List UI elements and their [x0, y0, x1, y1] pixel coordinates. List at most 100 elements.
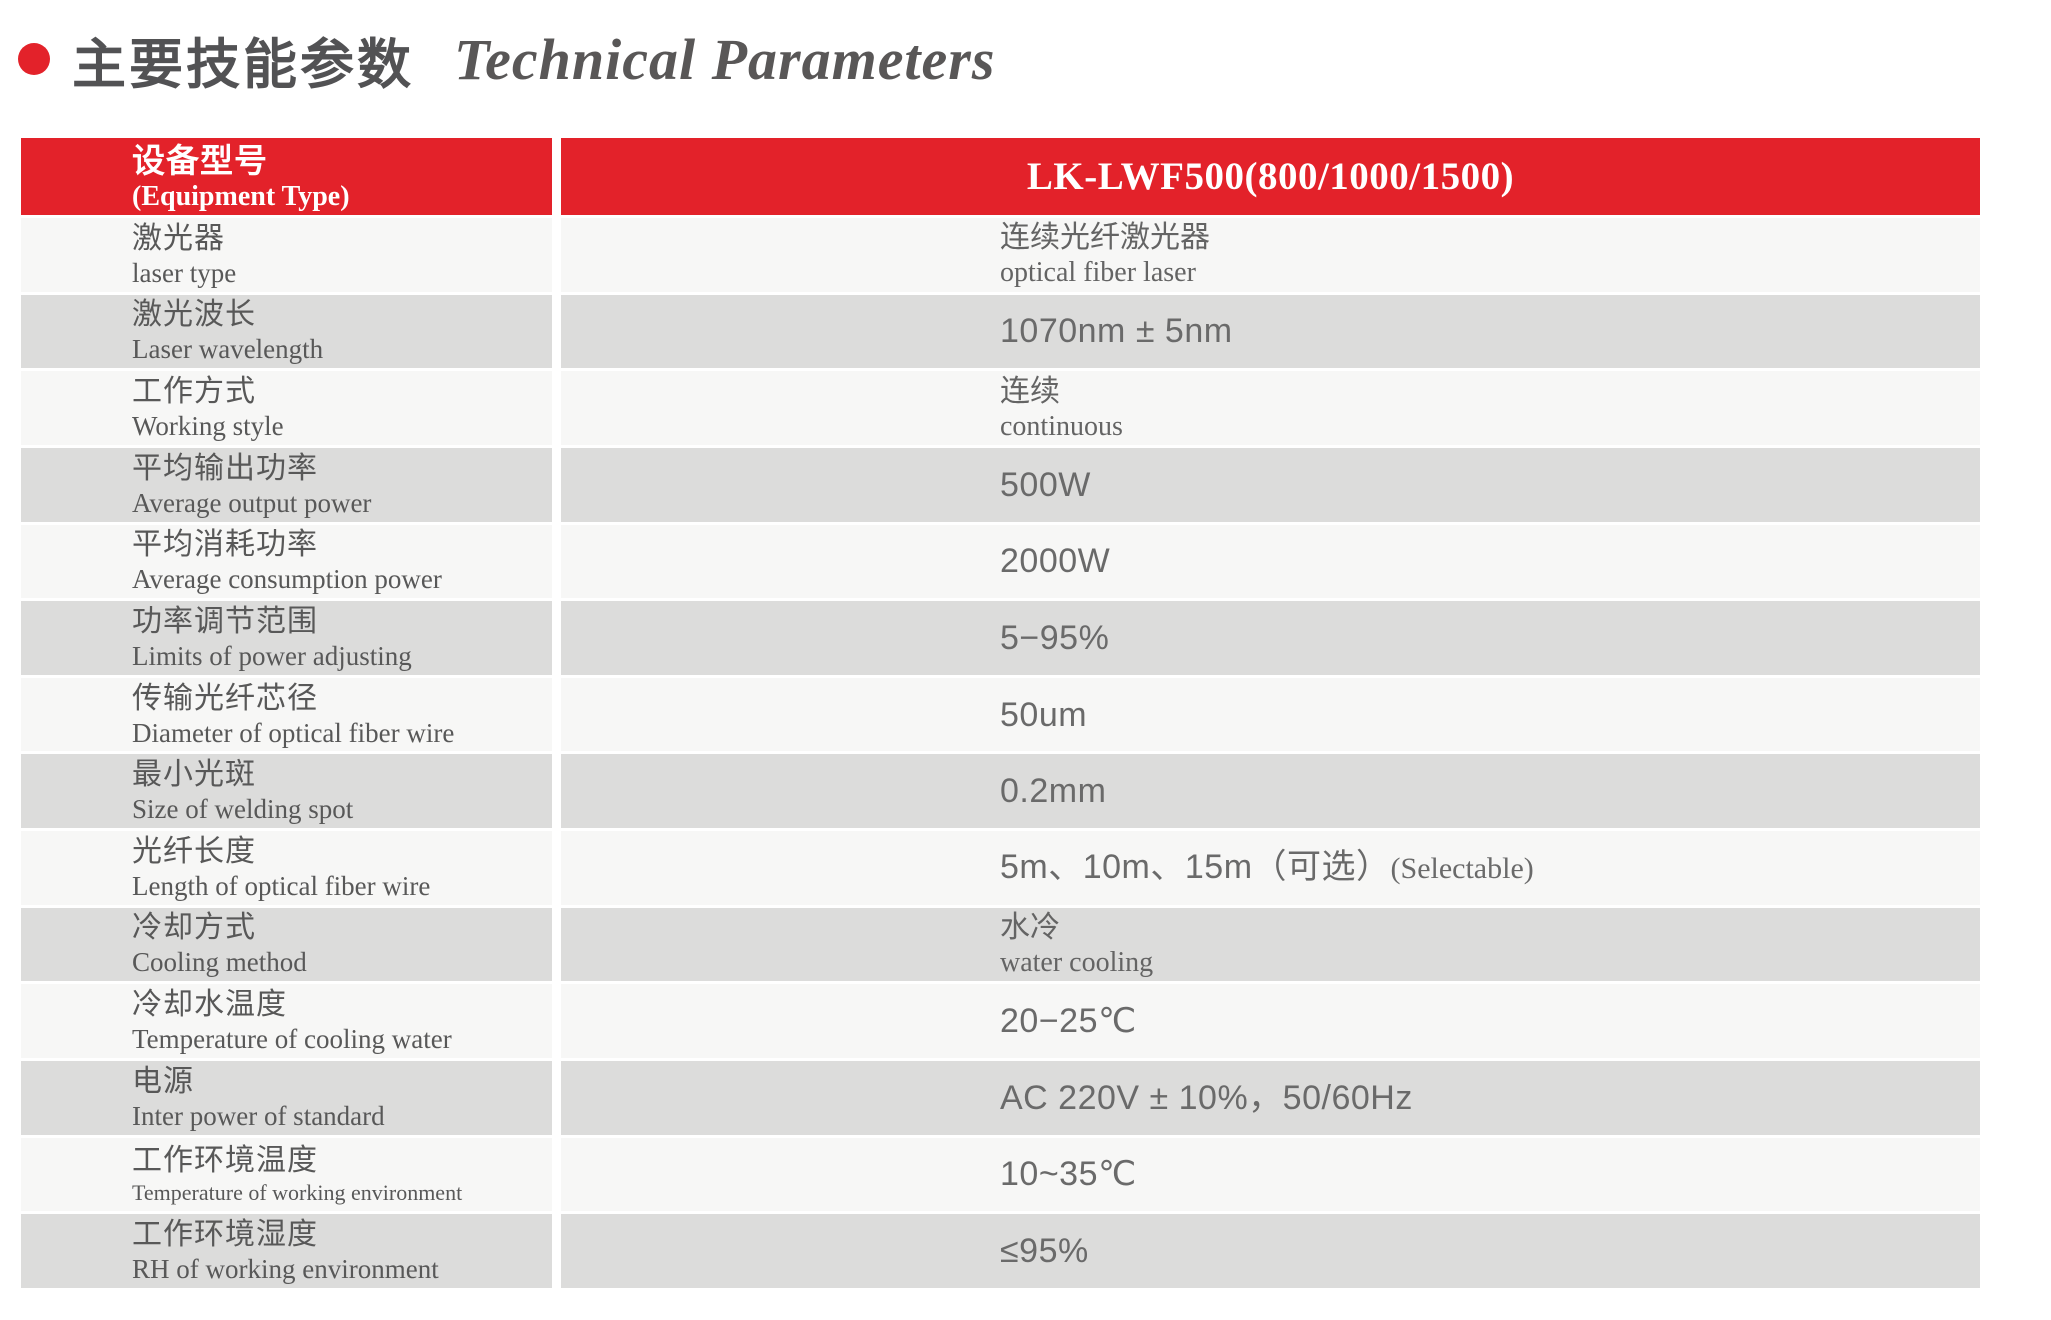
row-label-zh: 平均输出功率: [132, 451, 318, 485]
row-value: 10~35℃: [561, 1137, 1980, 1212]
row-value-text: 2000W: [1000, 542, 1111, 581]
row-value-suffix: (Selectable): [1390, 851, 1534, 885]
row-value: 5−95%: [561, 601, 1980, 675]
table-row: 最小光斑 Size of welding spot 0.2mm: [21, 751, 1980, 828]
row-value-text: 500W: [1000, 465, 1091, 504]
column-divider: [552, 1060, 561, 1135]
column-divider: [552, 294, 561, 369]
row-value-en: continuous: [1000, 410, 1123, 442]
table-row: 激光波长 Laser wavelength 1070nm ± 5nm: [21, 291, 1980, 369]
row-label-en: Temperature of cooling water: [132, 1024, 452, 1055]
table-row: 工作环境温度 Temperature of working environmen…: [21, 1134, 1980, 1212]
row-label: 激光器 laser type: [21, 218, 552, 292]
table-row: 电源 Inter power of standard AC 220V ± 10%…: [21, 1057, 1980, 1135]
row-label-zh: 电源: [132, 1064, 194, 1098]
header-value-cell: LK-LWF500(800/1000/1500): [561, 138, 1980, 215]
row-label-en: Average consumption power: [132, 564, 442, 595]
section-title-en: Technical Parameters: [454, 26, 996, 92]
row-label: 冷却水温度 Temperature of cooling water: [21, 984, 552, 1058]
row-label: 工作环境湿度 RH of working environment: [21, 1214, 552, 1288]
row-label-en: Temperature of working environment: [132, 1179, 463, 1205]
row-value-text: 1070nm ± 5nm: [1000, 312, 1233, 351]
column-divider: [552, 601, 561, 675]
row-value: 连续 continuous: [561, 371, 1980, 445]
column-divider: [552, 754, 561, 828]
row-label-zh: 冷却方式: [132, 911, 256, 945]
row-value-en: optical fiber laser: [1000, 257, 1196, 289]
row-label-zh: 最小光斑: [132, 758, 256, 792]
row-label: 功率调节范围 Limits of power adjusting: [21, 601, 552, 675]
column-divider: [552, 1214, 561, 1288]
row-label-zh: 功率调节范围: [132, 604, 318, 638]
row-value-zh: 连续光纤激光器: [1000, 221, 1210, 255]
column-divider: [552, 907, 561, 982]
row-label-zh: 工作环境湿度: [132, 1217, 318, 1251]
red-bullet-icon: [18, 43, 50, 75]
row-value: AC 220V ± 10%，50/60Hz: [561, 1060, 1980, 1135]
table-row: 传输光纤芯径 Diameter of optical fiber wire 50…: [21, 674, 1980, 752]
row-label-en: laser type: [132, 257, 237, 288]
column-divider: [552, 524, 561, 599]
row-label: 最小光斑 Size of welding spot: [21, 754, 552, 828]
row-label-en: Diameter of optical fiber wire: [132, 717, 455, 748]
row-value: 0.2mm: [561, 754, 1980, 828]
row-value-en: water cooling: [1000, 946, 1154, 978]
row-label-en: Inter power of standard: [132, 1100, 385, 1131]
row-value-text: 50um: [1000, 695, 1088, 734]
row-value-text: ≤95%: [1000, 1231, 1089, 1270]
row-label-en: RH of working environment: [132, 1253, 439, 1284]
row-label-zh: 激光器: [132, 221, 225, 255]
table-row: 光纤长度 Length of optical fiber wire 5m、10m…: [21, 828, 1980, 905]
table-row: 平均消耗功率 Average consumption power 2000W: [21, 521, 1980, 599]
row-value: 水冷 water cooling: [561, 907, 1980, 982]
header-label-cell: 设备型号 (Equipment Type): [21, 138, 552, 215]
row-value: ≤95%: [561, 1214, 1980, 1288]
row-label: 工作方式 Working style: [21, 371, 552, 445]
header-label-zh: 设备型号: [132, 141, 268, 179]
row-value-text: 20−25℃: [1000, 1002, 1137, 1041]
row-label: 平均消耗功率 Average consumption power: [21, 524, 552, 599]
row-value: 连续光纤激光器 optical fiber laser: [561, 218, 1980, 292]
table-row: 工作环境湿度 RH of working environment ≤95%: [21, 1211, 1980, 1288]
row-label-zh: 工作方式: [132, 375, 256, 409]
row-value-text: 10~35℃: [1000, 1155, 1137, 1194]
row-value: 1070nm ± 5nm: [561, 294, 1980, 369]
row-label-en: Average output power: [132, 487, 372, 518]
row-value: 2000W: [561, 524, 1980, 599]
column-divider: [552, 984, 561, 1058]
row-value-text: 5−95%: [1000, 618, 1110, 657]
section-title-zh: 主要技能参数: [72, 34, 414, 95]
row-label-en: Size of welding spot: [132, 794, 354, 825]
table-row: 冷却水温度 Temperature of cooling water 20−25…: [21, 981, 1980, 1058]
row-value-main: 5m、10m、15m（可选）: [1000, 847, 1391, 886]
row-value: 500W: [561, 447, 1980, 522]
row-label-en: Laser wavelength: [132, 334, 324, 365]
row-label-en: Working style: [132, 411, 284, 442]
row-value: 50um: [561, 677, 1980, 752]
row-value-text: 5m、10m、15m（可选）(Selectable): [1000, 847, 1980, 889]
equipment-model: LK-LWF500(800/1000/1500): [1026, 155, 1515, 198]
column-divider: [552, 218, 561, 292]
section-title: 主要技能参数 Technical Parameters: [18, 26, 996, 95]
row-label: 冷却方式 Cooling method: [21, 907, 552, 982]
row-label-zh: 激光波长: [132, 298, 256, 332]
row-label-en: Limits of power adjusting: [132, 640, 412, 671]
row-value-text: 0.2mm: [1000, 772, 1107, 811]
row-label-zh: 工作环境温度: [132, 1143, 318, 1177]
row-value: 20−25℃: [561, 984, 1980, 1058]
row-value-zh: 水冷: [1000, 910, 1060, 944]
row-label-zh: 平均消耗功率: [132, 528, 318, 562]
table-row: 冷却方式 Cooling method 水冷 water cooling: [21, 904, 1980, 982]
row-label-zh: 传输光纤芯径: [132, 681, 318, 715]
table-row: 激光器 laser type 连续光纤激光器 optical fiber las…: [21, 215, 1980, 292]
row-label: 光纤长度 Length of optical fiber wire: [21, 831, 552, 905]
row-label: 电源 Inter power of standard: [21, 1060, 552, 1135]
column-divider: [552, 677, 561, 752]
row-label: 平均输出功率 Average output power: [21, 447, 552, 522]
row-label: 激光波长 Laser wavelength: [21, 294, 552, 369]
row-label: 传输光纤芯径 Diameter of optical fiber wire: [21, 677, 552, 752]
column-divider: [552, 371, 561, 445]
table-header-row: 设备型号 (Equipment Type) LK-LWF500(800/1000…: [21, 138, 1980, 215]
row-label: 工作环境温度 Temperature of working environmen…: [21, 1137, 552, 1212]
